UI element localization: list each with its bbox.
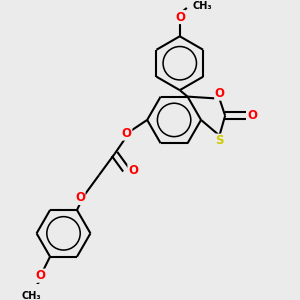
Text: O: O [128, 164, 138, 178]
Text: CH₃: CH₃ [193, 1, 212, 11]
Text: O: O [122, 127, 132, 140]
Text: O: O [215, 87, 225, 100]
Text: O: O [248, 109, 258, 122]
Text: O: O [36, 269, 46, 282]
Text: O: O [75, 191, 85, 204]
Text: S: S [215, 134, 224, 147]
Text: O: O [175, 11, 185, 23]
Text: CH₃: CH₃ [22, 291, 41, 300]
